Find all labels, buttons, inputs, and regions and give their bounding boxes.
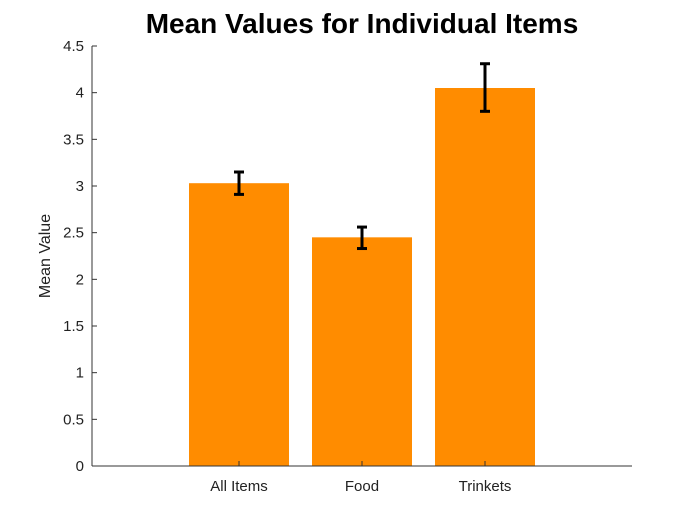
- y-tick-label: 4: [76, 85, 84, 102]
- y-tick-label: 3.5: [63, 131, 84, 148]
- y-ticks-layer: 0 0.5 1 1.5 2 2.5 3 3.5 4 4.5: [63, 38, 97, 475]
- y-tick-label: 2.5: [63, 225, 84, 242]
- error-bar: [234, 170, 244, 196]
- error-bars-layer: [234, 62, 490, 251]
- error-bar: [480, 62, 490, 113]
- bars-layer: [189, 88, 535, 466]
- y-tick-label: 2: [76, 271, 84, 288]
- y-tick-label: 1.5: [63, 318, 84, 335]
- error-bar: [357, 225, 367, 251]
- y-tick-label: 1: [76, 365, 84, 382]
- y-tick-label: 0: [76, 458, 84, 475]
- bar-all-items: [189, 183, 289, 466]
- x-ticks-layer: All Items Food Trinkets: [210, 461, 511, 495]
- chart-title: Mean Values for Individual Items: [146, 8, 579, 39]
- y-tick-label: 4.5: [63, 38, 84, 55]
- bar-trinkets: [435, 88, 535, 466]
- x-tick-label: All Items: [210, 478, 268, 495]
- bar-food: [312, 237, 412, 466]
- x-tick-label: Food: [345, 478, 379, 495]
- y-tick-label: 0.5: [63, 411, 84, 428]
- y-tick-label: 3: [76, 178, 84, 195]
- y-axis-label: Mean Value: [37, 214, 54, 298]
- x-tick-label: Trinkets: [459, 478, 512, 495]
